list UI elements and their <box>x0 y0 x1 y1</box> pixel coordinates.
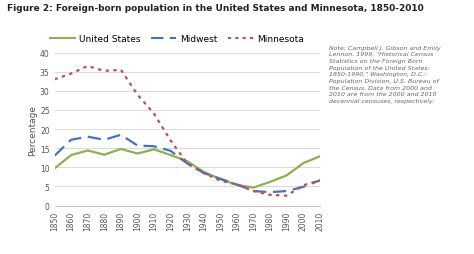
Text: Figure 2: Foreign-born population in the United States and Minnesota, 1850-2010: Figure 2: Foreign-born population in the… <box>7 4 424 13</box>
Legend: United States, Midwest, Minnesota: United States, Midwest, Minnesota <box>46 31 307 47</box>
Y-axis label: Percentage: Percentage <box>28 104 37 155</box>
Text: Note: Campbell J. Gibson and Emily
Lennon. 1999. "Historical Census
Statistics o: Note: Campbell J. Gibson and Emily Lenno… <box>329 46 441 103</box>
